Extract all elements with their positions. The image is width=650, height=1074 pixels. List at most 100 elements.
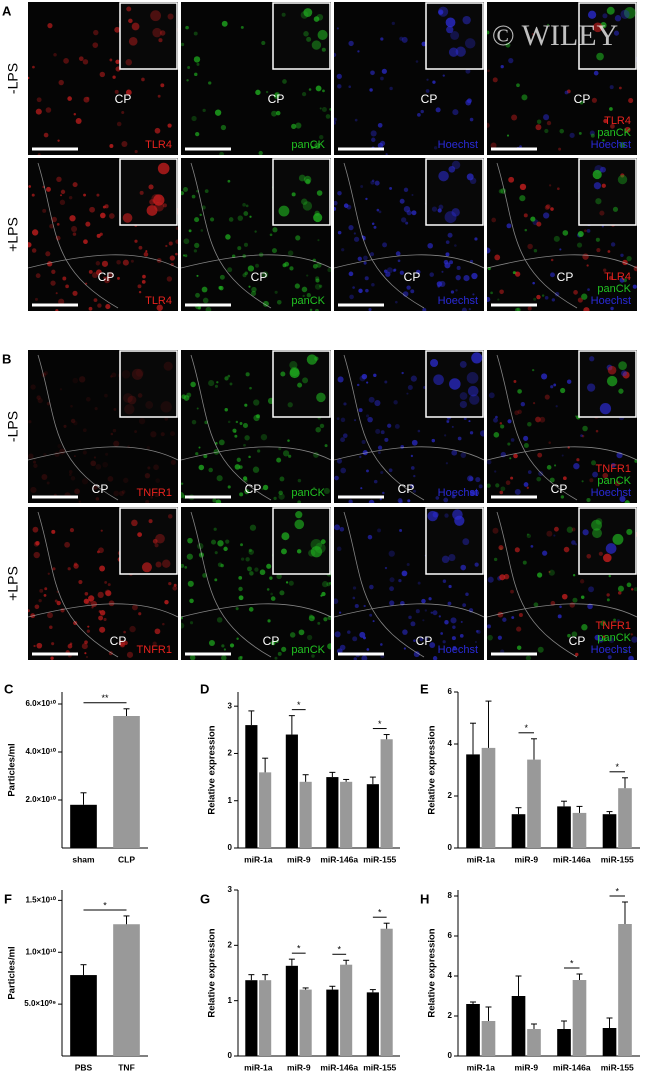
texture-dot — [497, 635, 502, 640]
texture-dot — [353, 232, 356, 235]
texture-dot — [336, 73, 342, 79]
stain-label: panCK — [597, 632, 631, 644]
inset-dot — [320, 539, 326, 545]
texture-dot — [410, 454, 414, 458]
texture-dot — [84, 652, 87, 655]
bar — [557, 1029, 571, 1056]
texture-dot — [533, 297, 537, 301]
texture-dot — [389, 86, 393, 91]
texture-dot — [616, 619, 620, 623]
texture-dot — [576, 242, 583, 248]
texture-dot — [193, 249, 198, 253]
texture-dot — [487, 122, 490, 128]
texture-dot — [319, 107, 322, 110]
texture-dot — [32, 526, 39, 533]
texture-dot — [160, 432, 165, 437]
inset-dot — [599, 210, 605, 216]
inset-dot — [289, 368, 300, 379]
texture-dot — [357, 50, 360, 53]
texture-dot — [548, 441, 551, 444]
texture-dot — [45, 186, 51, 192]
texture-dot — [216, 617, 223, 623]
structure-label: CP — [251, 270, 268, 284]
texture-dot — [499, 422, 503, 425]
texture-dot — [561, 454, 564, 457]
inset-dot — [303, 8, 313, 17]
texture-dot — [90, 460, 97, 467]
texture-dot — [363, 604, 366, 608]
texture-dot — [244, 271, 248, 275]
texture-dot — [553, 235, 560, 242]
texture-dot — [503, 573, 510, 580]
texture-dot — [104, 204, 109, 209]
inset-dot — [595, 518, 603, 525]
stain-label: panCK — [291, 644, 325, 656]
texture-dot — [348, 271, 354, 277]
texture-dot — [347, 630, 351, 634]
texture-dot — [632, 284, 637, 289]
x-tick-label: miR-1a — [467, 854, 496, 864]
texture-dot — [225, 539, 230, 544]
texture-dot — [130, 259, 134, 263]
texture-dot — [498, 545, 504, 551]
texture-dot — [452, 645, 457, 650]
texture-dot — [306, 274, 309, 277]
texture-dot — [259, 569, 266, 576]
texture-dot — [368, 396, 375, 403]
texture-dot — [460, 620, 463, 623]
texture-dot — [315, 276, 320, 281]
texture-dot — [358, 288, 363, 294]
texture-dot — [294, 283, 300, 289]
texture-dot — [523, 213, 528, 218]
texture-dot — [608, 574, 611, 578]
texture-dot — [571, 631, 578, 638]
inset-dot — [448, 165, 456, 173]
texture-dot — [445, 240, 450, 245]
texture-dot — [436, 281, 443, 287]
inset-dot — [310, 538, 322, 551]
texture-dot — [550, 272, 555, 278]
texture-dot — [132, 604, 138, 611]
inset-dot — [617, 174, 628, 185]
texture-dot — [367, 416, 373, 423]
texture-dot — [49, 625, 53, 630]
bar — [113, 924, 140, 1056]
texture-dot — [196, 407, 199, 410]
panel-label: D — [200, 681, 209, 696]
x-tick-label: miR-1a — [244, 854, 273, 864]
texture-dot — [574, 543, 578, 546]
texture-dot — [527, 306, 532, 311]
texture-dot — [576, 458, 580, 462]
texture-dot — [200, 229, 204, 232]
texture-dot — [491, 217, 497, 223]
inset-dot — [621, 370, 627, 377]
inset-dot — [150, 10, 162, 22]
texture-dot — [537, 572, 543, 578]
texture-dot — [63, 58, 69, 64]
texture-dot — [86, 629, 90, 633]
texture-dot — [183, 395, 190, 401]
texture-dot — [92, 42, 99, 48]
texture-dot — [354, 603, 359, 609]
texture-dot — [81, 478, 89, 485]
texture-dot — [365, 197, 368, 201]
texture-dot — [218, 439, 225, 446]
texture-dot — [217, 562, 223, 568]
texture-dot — [492, 527, 499, 534]
texture-dot — [443, 259, 449, 265]
texture-dot — [274, 92, 280, 98]
texture-dot — [379, 498, 382, 501]
texture-dot — [382, 491, 385, 495]
inset-dot — [471, 352, 483, 364]
texture-dot — [581, 480, 584, 483]
texture-dot — [118, 490, 125, 496]
inset-dot — [601, 183, 606, 188]
texture-dot — [340, 437, 346, 443]
texture-dot — [406, 392, 409, 395]
texture-dot — [326, 582, 331, 587]
texture-dot — [252, 466, 260, 473]
texture-dot — [366, 469, 369, 473]
texture-dot — [407, 384, 413, 391]
texture-dot — [34, 297, 38, 301]
texture-dot — [586, 264, 589, 267]
